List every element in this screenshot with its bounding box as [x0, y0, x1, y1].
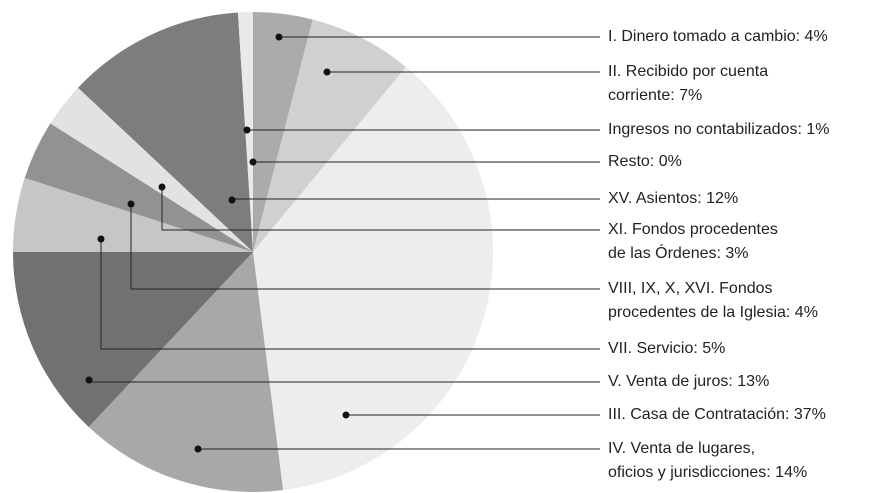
- slice-label: I. Dinero tomado a cambio: 4%: [608, 28, 828, 45]
- leader-dot: [243, 126, 251, 134]
- leader-dot: [275, 33, 283, 41]
- leader-dot: [97, 235, 105, 243]
- slice-label: XI. Fondos procedentes de las Órdenes: 3…: [608, 221, 778, 262]
- leader-line: [130, 204, 600, 290]
- slice-label: Resto: 0%: [608, 153, 682, 170]
- pie-slice: [50, 87, 253, 252]
- leader-line: [161, 187, 600, 231]
- slice-label: IV. Venta de lugares, oficios y jurisdic…: [608, 440, 808, 481]
- slice-label: VIII, IX, X, XVI. Fondos procedentes de …: [608, 280, 818, 321]
- leader-dot: [228, 196, 236, 204]
- pie-slice: [78, 12, 253, 252]
- slice-label: XV. Asientos: 12%: [608, 190, 739, 207]
- leader-dot: [194, 445, 202, 453]
- pie-slice: [253, 19, 406, 253]
- pie-slice: [13, 177, 253, 252]
- leader-dot: [127, 200, 135, 208]
- slice-label: II. Recibido por cuenta corriente: 7%: [608, 63, 769, 104]
- pie-slice: [253, 12, 313, 252]
- slice-label: Ingresos no contabilizados: 1%: [608, 121, 830, 138]
- leader-dot: [158, 183, 166, 191]
- pie-slice: [253, 67, 494, 491]
- slice-label: VII. Servicio: 5%: [608, 340, 726, 357]
- pie-slice: [24, 123, 254, 252]
- slice-label: III. Casa de Contratación: 37%: [608, 406, 826, 423]
- pie-slice: [13, 252, 253, 427]
- leader-dot: [323, 68, 331, 76]
- leader-dot: [249, 158, 257, 166]
- leader-dot: [85, 376, 93, 384]
- leader-dot: [342, 411, 350, 419]
- pie-slice: [88, 252, 284, 492]
- leader-line: [100, 239, 600, 350]
- slice-label: V. Venta de juros: 13%: [608, 373, 770, 390]
